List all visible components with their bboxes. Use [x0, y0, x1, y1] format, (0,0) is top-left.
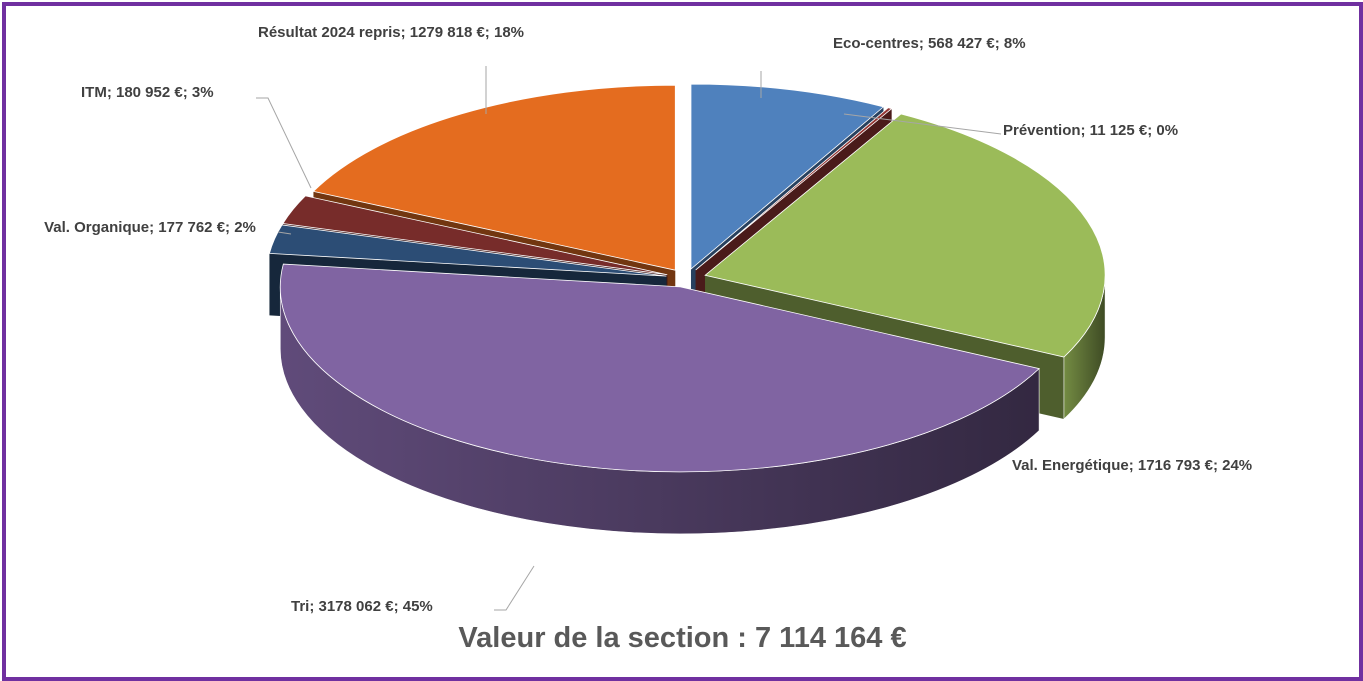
slice-label: Val. Energétique; 1716 793 €; 24%	[1012, 457, 1253, 474]
slice	[268, 224, 667, 277]
slice-label: Val. Organique; 177 762 €; 2%	[44, 219, 256, 236]
slice-label: Eco-centres; 568 427 €; 8%	[833, 35, 1026, 52]
slice-label: Prévention; 11 125 €; 0%	[1003, 122, 1179, 139]
slice	[704, 113, 1106, 358]
slice-label: Résultat 2024 repris; 1279 818 €; 18%	[258, 24, 524, 41]
leader-line	[843, 113, 1002, 135]
leader-line	[494, 565, 535, 611]
leader-line	[277, 231, 292, 235]
slice	[695, 107, 893, 271]
chart	[256, 66, 1106, 611]
slice	[690, 83, 885, 270]
chart-title: Valeur de la section : 7 114 164 €	[458, 622, 907, 654]
slice	[282, 195, 668, 276]
slice	[312, 84, 676, 271]
leader-line	[256, 97, 312, 189]
slice-label: Tri; 3178 062 €; 45%	[291, 598, 433, 615]
slice-label: ITM; 180 952 €; 3%	[81, 84, 214, 101]
leader-lines	[256, 66, 1002, 611]
slice	[279, 263, 1040, 473]
